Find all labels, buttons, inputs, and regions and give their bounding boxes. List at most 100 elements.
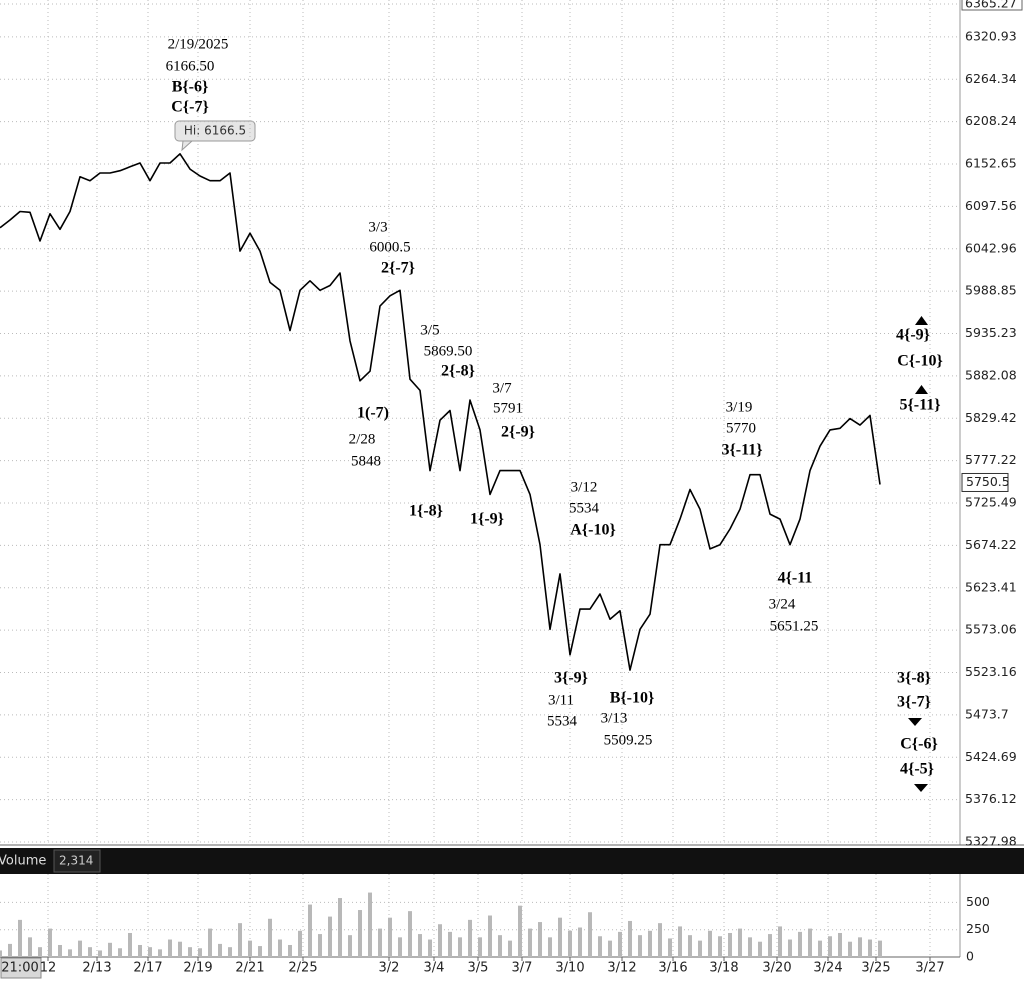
volume-bar xyxy=(378,928,382,957)
volume-bar xyxy=(418,934,422,957)
volume-bar xyxy=(878,940,882,957)
arrow-down xyxy=(914,784,928,792)
x-time-box xyxy=(0,957,42,979)
annotation: 3/3 xyxy=(368,219,387,235)
x-tick-label: 3/20 xyxy=(762,961,791,976)
volume-bar xyxy=(828,936,832,957)
volume-bar xyxy=(248,940,252,957)
volume-bar xyxy=(498,935,502,957)
volume-bar xyxy=(48,928,52,957)
volume-bar xyxy=(608,940,612,957)
volume-bar xyxy=(278,939,282,957)
volume-bar xyxy=(838,932,842,957)
y-tick-label: 6208.24 xyxy=(965,113,1017,128)
y-tick-label: 6365.27 xyxy=(965,0,1017,11)
volume-bar xyxy=(438,924,442,957)
x-tick-label: 2/17 xyxy=(133,961,162,976)
volume-bar xyxy=(368,892,372,957)
annotation: 3/12 xyxy=(571,479,598,495)
x-tick-label: 12 xyxy=(40,961,57,976)
volume-bar xyxy=(718,936,722,957)
volume-tick-label: 500 xyxy=(966,894,990,909)
volume-bar xyxy=(618,931,622,957)
volume-bar xyxy=(288,944,292,957)
annotation: 4{-9} xyxy=(896,327,930,344)
annotation: 5534 xyxy=(547,713,578,729)
x-tick-label: 3/18 xyxy=(709,961,738,976)
volume-bar xyxy=(18,919,22,957)
volume-bar xyxy=(308,904,312,957)
volume-bar xyxy=(428,939,432,957)
annotation: 3{-8} xyxy=(897,670,931,687)
volume-bar xyxy=(358,910,362,957)
y-tick-label: 5327.98 xyxy=(965,834,1017,849)
volume-bar xyxy=(268,918,272,957)
annotation: C{-10} xyxy=(897,353,943,370)
volume-header xyxy=(0,848,1024,874)
volume-bar xyxy=(848,941,852,957)
volume-bar xyxy=(328,916,332,957)
volume-bar xyxy=(748,937,752,957)
volume-bar xyxy=(808,928,812,957)
x-tick-label: 3/5 xyxy=(468,961,489,976)
volume-bar xyxy=(458,937,462,957)
annotation: C{-6} xyxy=(900,736,938,753)
volume-bar xyxy=(38,947,42,957)
high-callout-pointer xyxy=(181,140,194,152)
volume-value-box xyxy=(53,849,101,873)
annotation: 6166.50 xyxy=(166,58,215,74)
y-tick-label: 5523.16 xyxy=(965,664,1017,679)
volume-bar xyxy=(598,936,602,957)
last-value-label: 5750.5 xyxy=(966,474,1010,489)
y-tick-label: 5935.23 xyxy=(965,325,1017,340)
x-tick-label: 3/4 xyxy=(424,961,445,976)
volume-bar xyxy=(0,950,2,957)
annotation: 2{-7} xyxy=(381,260,415,277)
annotation: 5791 xyxy=(493,400,523,416)
volume-bar xyxy=(568,930,572,957)
y-tick-label: 5777.22 xyxy=(965,452,1017,467)
volume-bar xyxy=(298,930,302,957)
volume-bar xyxy=(518,905,522,957)
volume-bar xyxy=(178,941,182,957)
annotation: B{-10} xyxy=(610,690,655,707)
x-tick-label: 3/7 xyxy=(512,961,533,976)
volume-bar xyxy=(188,947,192,957)
y-tick-box xyxy=(961,0,1023,11)
volume-bar xyxy=(128,932,132,957)
x-tick-label: 2/19 xyxy=(183,961,212,976)
volume-bar xyxy=(728,932,732,957)
x-tick-label: 2/21 xyxy=(235,961,264,976)
volume-bar xyxy=(738,928,742,957)
volume-bar xyxy=(578,927,582,957)
annotation: 5848 xyxy=(351,453,381,469)
annotation: 5869.50 xyxy=(424,343,473,359)
annotation: 3/19 xyxy=(726,399,753,415)
y-tick-label: 6042.96 xyxy=(965,240,1017,255)
volume-bar xyxy=(28,937,32,957)
volume-bar xyxy=(448,931,452,957)
volume-bar xyxy=(198,948,202,957)
volume-bar xyxy=(138,944,142,957)
volume-bar xyxy=(398,937,402,957)
annotation: 3{-9} xyxy=(554,670,588,687)
high-callout-box xyxy=(174,120,256,142)
volume-bar xyxy=(88,947,92,957)
annotation: 5534 xyxy=(569,500,600,516)
volume-bar xyxy=(218,943,222,957)
annotation: 6000.5 xyxy=(369,239,410,255)
annotation: 2/28 xyxy=(349,431,376,447)
volume-bar xyxy=(118,948,122,957)
volume-bar xyxy=(108,942,112,957)
volume-bar xyxy=(688,935,692,957)
annotation: 3/11 xyxy=(548,692,574,708)
volume-bar xyxy=(388,917,392,957)
y-tick-label: 5988.85 xyxy=(965,283,1017,298)
volume-bar xyxy=(208,928,212,957)
volume-bar xyxy=(758,941,762,957)
volume-bar xyxy=(858,937,862,957)
annotation: 1(-7) xyxy=(357,405,389,422)
high-callout: Hi: 6166.5 xyxy=(184,124,246,138)
